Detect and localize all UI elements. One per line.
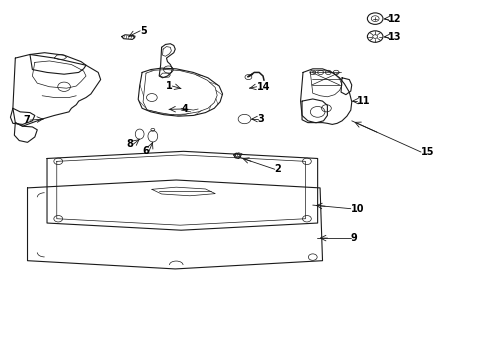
Text: 11: 11 [356, 96, 369, 106]
Text: 14: 14 [256, 82, 270, 92]
Text: 12: 12 [387, 14, 401, 24]
Text: 9: 9 [350, 233, 357, 243]
Text: 8: 8 [126, 139, 133, 149]
Text: 15: 15 [420, 147, 434, 157]
Text: 13: 13 [387, 32, 401, 41]
Text: 2: 2 [274, 164, 281, 174]
Text: 1: 1 [165, 81, 172, 91]
Text: 7: 7 [23, 115, 30, 125]
Text: 5: 5 [140, 26, 146, 36]
Text: 3: 3 [257, 114, 264, 124]
Text: 4: 4 [182, 104, 188, 114]
Text: 10: 10 [350, 204, 364, 214]
Text: 6: 6 [142, 146, 149, 156]
